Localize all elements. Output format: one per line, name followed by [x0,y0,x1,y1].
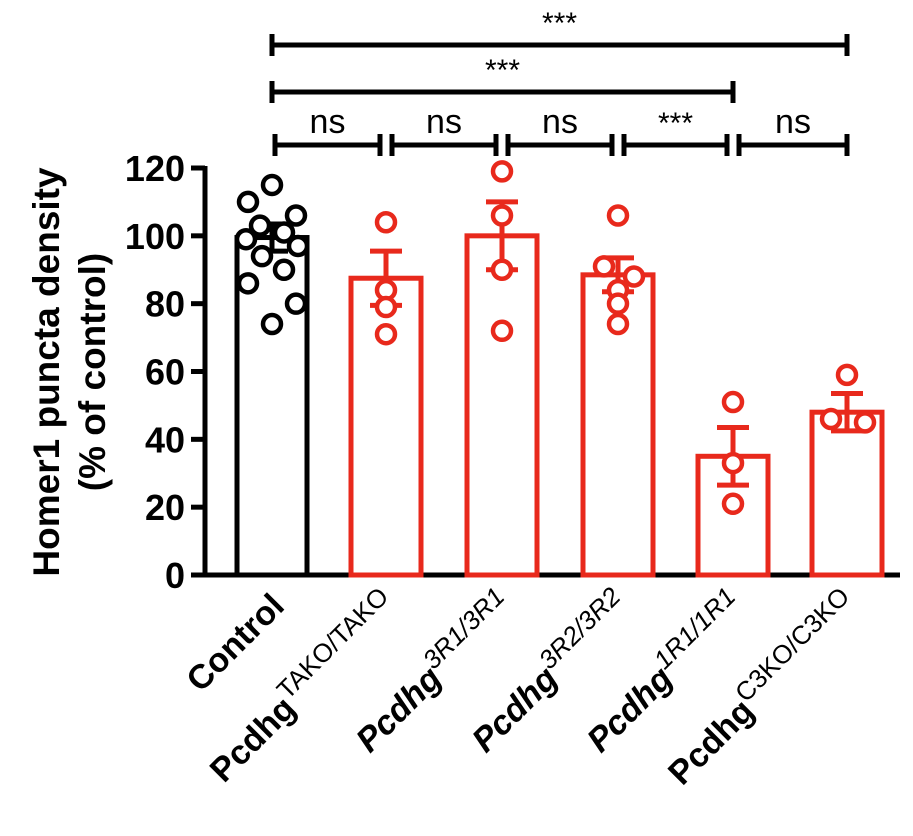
x-tick-label-superscript: 3R2/3R2 [533,581,627,675]
data-point [606,312,630,336]
data-point [606,204,630,227]
significance-label: ns [426,103,462,141]
data-point [490,160,514,183]
y-tick-label: 40 [145,419,185,460]
data-point [272,258,296,281]
data-point [260,312,284,336]
data-point [250,244,274,268]
data-point [374,322,398,346]
bar [348,275,424,578]
significance-label: *** [485,54,520,87]
data-point [236,272,260,295]
data-point [272,221,296,244]
significance-label: ns [775,103,811,141]
y-tick-label: 100 [125,216,185,257]
data-point [236,190,260,214]
data-point [606,292,630,315]
y-tick-label: 0 [165,555,185,596]
data-point [490,258,514,281]
data-point [835,363,859,387]
data-point [248,214,272,237]
x-tick-label-base: Pcdhg [465,659,565,759]
data-point [490,319,514,343]
data-point [721,390,745,414]
data-point [234,227,258,251]
x-tick-label-superscript: 1R1/1R1 [648,581,742,675]
data-point [374,211,398,234]
data-point [490,204,514,227]
data-point [721,492,745,516]
significance-label: *** [542,7,577,40]
x-tick-label-base: Pcdhg [203,689,303,789]
data-point [286,234,310,258]
data-point [284,204,308,227]
data-point [260,173,284,197]
x-tick-label-base: Pcdhg [661,692,761,792]
x-tick-label-superscript: 3R1/3R1 [417,581,511,675]
y-axis-title: Homer1 puncta density (% of control) [26,167,113,577]
y-tick-label: 80 [145,284,185,325]
x-tick-label-superscript: C3KO/C3KO [729,581,855,707]
x-tick-label-superscript: TAKO/TAKO [271,581,395,705]
data-point [721,451,745,475]
bar [464,233,540,578]
significance-label: ns [310,103,346,141]
significance-label: *** [658,107,693,140]
y-axis-title-line2: (% of control) [72,253,113,491]
x-tick-label-base: Pcdhg [580,659,680,759]
data-point [853,411,877,434]
x-tick-label-base: Pcdhg [349,659,449,759]
data-point [284,292,308,315]
bar [809,409,885,578]
plot-area: 020406080100120ControlPcdhgTAKO/TAKOPcdh… [125,7,900,792]
y-axis-title-line1: Homer1 puncta density [26,167,67,577]
data-point [622,265,646,288]
y-tick-label: 60 [145,352,185,393]
significance-label: ns [542,103,578,141]
data-point [592,255,616,278]
y-tick-label: 20 [145,487,185,528]
data-point [374,295,398,319]
data-point [819,407,843,431]
y-tick-label: 120 [125,148,185,189]
